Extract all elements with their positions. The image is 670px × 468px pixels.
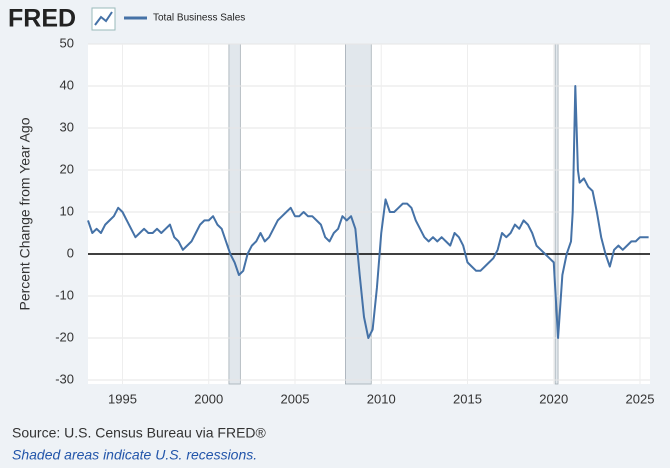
y-tick-label: 30	[60, 119, 74, 134]
y-tick-label: 40	[60, 77, 74, 92]
x-tick-label: 2000	[194, 391, 223, 406]
y-tick-label: -10	[55, 287, 74, 302]
y-axis-label: Percent Change from Year Ago	[17, 117, 33, 310]
y-tick-label: -20	[55, 329, 74, 344]
y-tick-label: 0	[67, 245, 74, 260]
x-tick-label: 2005	[281, 391, 310, 406]
brand-logo: FRED	[8, 5, 76, 33]
x-tick-label: 2015	[453, 391, 482, 406]
source: Source: U.S. Census Bureau via FRED®	[12, 425, 267, 441]
y-tick-label: 50	[60, 35, 74, 50]
logo-icon	[91, 7, 116, 31]
y-tick-label: -30	[55, 371, 74, 386]
x-tick-label: 1995	[108, 391, 137, 406]
plot	[87, 43, 650, 385]
y-tick-label: 20	[60, 161, 74, 176]
x-tick-label: 2025	[626, 391, 655, 406]
recession-band	[228, 43, 241, 385]
x-tick-label: 2020	[539, 391, 568, 406]
legend-label: Total Business Sales	[153, 13, 245, 24]
series-line	[87, 85, 649, 339]
y-tick-label: 10	[60, 203, 74, 218]
x-tick-label: 2010	[367, 391, 396, 406]
recession-note[interactable]: Shaded areas indicate U.S. recessions.	[12, 447, 257, 463]
